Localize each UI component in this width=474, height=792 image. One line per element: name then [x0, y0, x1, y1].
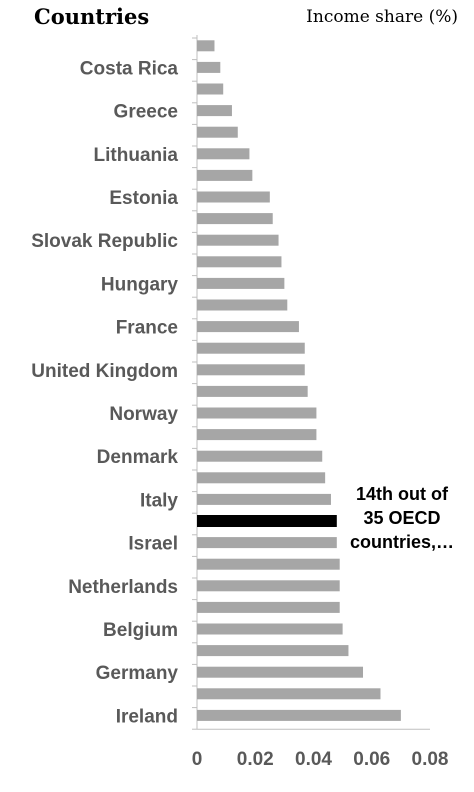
bar: [197, 645, 349, 657]
bar: [197, 126, 238, 138]
bar: [197, 277, 285, 289]
bar: [197, 709, 401, 721]
bar: [197, 385, 308, 397]
x-tick-label: 0: [192, 749, 203, 770]
bar: [197, 61, 221, 73]
bar: [197, 688, 381, 700]
bar: [197, 580, 340, 592]
bar: [197, 429, 317, 441]
bar: [197, 493, 331, 505]
chart-right-header: Income share (%): [306, 7, 458, 27]
bar: [197, 472, 326, 484]
category-label: Israel: [128, 534, 178, 555]
annotation-line: 14th out of: [356, 484, 449, 504]
bar: [197, 407, 317, 419]
bar: [197, 537, 337, 549]
category-label: United Kingdom: [31, 361, 178, 382]
x-tick-label: 0.08: [412, 749, 449, 770]
bar: [197, 342, 305, 354]
category-label: Hungary: [101, 274, 179, 295]
highlight-bar: [197, 515, 337, 527]
bar: [197, 666, 364, 678]
category-label: Belgium: [103, 620, 178, 641]
x-tick-label: 0.06: [353, 749, 390, 770]
bar: [197, 321, 299, 333]
bar: [197, 299, 288, 311]
bar: [197, 623, 343, 635]
bar: [197, 169, 253, 181]
category-label: Costa Rica: [80, 58, 179, 79]
bar: [197, 148, 250, 160]
category-label: Greece: [114, 102, 178, 123]
category-label: Denmark: [97, 447, 179, 468]
chart-left-header: Countries: [34, 4, 149, 29]
category-label: Italy: [140, 490, 178, 511]
bar: [197, 105, 232, 117]
category-label: Estonia: [109, 188, 178, 209]
bar: [197, 191, 270, 203]
category-label: Ireland: [116, 706, 178, 727]
category-label: Netherlands: [68, 577, 178, 598]
category-label: Lithuania: [94, 145, 179, 166]
annotation-line: 35 OECD: [363, 508, 440, 528]
x-tick-labels: 0 0.02 0.04 0.06 0.08: [192, 749, 449, 770]
bar: [197, 234, 279, 246]
bar: [197, 83, 224, 95]
category-labels: Costa Rica Greece Lithuania Estonia Slovak R…: [31, 58, 178, 727]
bar: [197, 364, 305, 376]
bar: [197, 213, 273, 225]
chart-bars: [197, 40, 401, 721]
x-tick-label: 0.04: [295, 749, 332, 770]
bar: [197, 40, 215, 52]
category-label: Slovak Republic: [31, 231, 178, 252]
bar: [197, 558, 340, 570]
bar: [197, 601, 340, 613]
annotation-line: countries,…: [350, 532, 454, 552]
x-tick-label: 0.02: [237, 749, 274, 770]
bar: [197, 256, 282, 268]
bar: [197, 450, 323, 462]
highlight-annotation: 14th out of 35 OECD countries,…: [350, 484, 454, 552]
category-label: Norway: [109, 404, 178, 425]
category-label: France: [116, 318, 178, 339]
category-label: Germany: [96, 663, 179, 684]
